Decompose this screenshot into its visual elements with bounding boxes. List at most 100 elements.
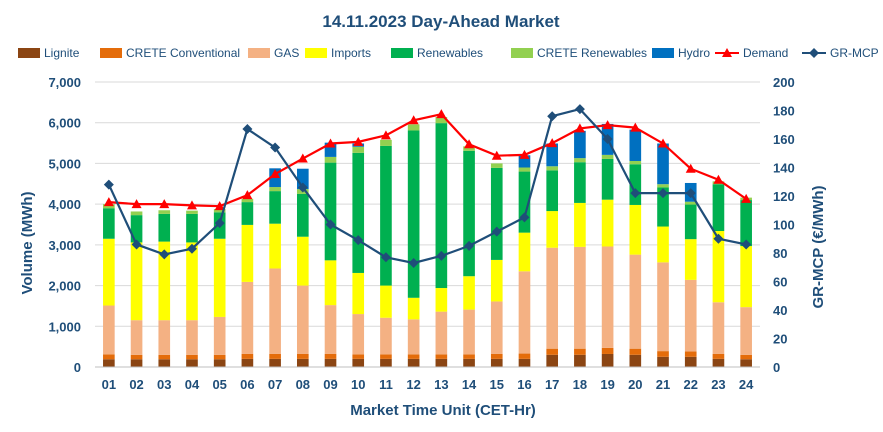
bar-crete-renewables [130,211,143,216]
bar-imports [574,202,586,247]
bar-imports [186,242,198,321]
bar-renewables [296,193,309,237]
chart-title: 14.11.2023 Day-Ahead Market [322,12,560,31]
demand-point [658,138,669,148]
bar-renewables [518,171,531,233]
y2-tick-label: 20 [773,332,787,347]
bar-crete-conventional [601,347,614,354]
bar-crete-conventional [518,353,531,359]
bar-renewables [435,123,448,289]
bar-imports [324,260,337,306]
demand-point [547,138,558,148]
legend-label-gas: GAS [274,46,299,60]
legend-swatch-lignite [18,48,40,58]
demand-point [159,199,170,209]
y-tick-label: 1,000 [48,319,81,334]
gr-mcp-point [186,243,197,254]
bar-lignite [712,358,725,367]
x-tick-label: 05 [212,377,226,392]
y-tick-label: 6,000 [48,116,81,131]
bar-gas [213,316,226,355]
x-tick-label: 24 [739,377,754,392]
bar-lignite [296,358,309,367]
bar-crete-conventional [657,351,669,357]
bar-crete-renewables [352,146,365,153]
legend-swatch-crete-renewables [511,48,533,58]
bar-hydro [296,168,309,190]
bar-hydro [546,143,559,167]
bar-renewables [380,145,392,286]
y-tick-label: 2,000 [48,279,81,294]
bar-lignite [546,354,559,367]
x-tick-label: 03 [157,377,171,392]
legend-label-renewables: Renewables [417,46,483,60]
x-tick-label: 04 [185,377,200,392]
bar-hydro [574,130,586,159]
bar-lignite [435,358,448,367]
bar-renewables [657,187,669,227]
legend-label-crete-renewables: CRETE Renewables [537,46,647,60]
bar-renewables [740,200,752,247]
bar-crete-renewables [269,187,281,192]
bar-renewables [407,130,420,298]
demand-point [214,201,225,211]
x-tick-label: 20 [628,377,642,392]
demand-point [519,149,530,159]
demand-point [713,174,724,184]
bar-lignite [269,358,281,367]
bar-gas [296,285,309,354]
gr-mcp-point [630,188,641,199]
x-tick-label: 22 [683,377,697,392]
x-tick-label: 19 [600,377,614,392]
bar-crete-conventional [490,353,503,359]
bar-hydro [657,143,669,185]
bar-crete-renewables [158,210,171,214]
bar-gas [574,246,586,349]
gr-mcp-point [242,124,253,135]
bar-gas [103,305,115,355]
x-tick-label: 01 [102,377,116,392]
y2-tick-label: 140 [773,161,795,176]
bar-lignite [352,358,365,367]
gr-mcp-point [103,179,114,190]
demand-point [353,136,364,146]
bar-renewables [324,162,337,261]
y2-tick-label: 200 [773,75,795,90]
bar-gas [629,254,642,349]
bar-crete-renewables [601,154,614,159]
demand-point [491,150,502,160]
gr-mcp-point [519,212,530,223]
demand-point [325,138,336,148]
bar-crete-conventional [740,354,752,360]
demand-point [630,122,641,132]
y-tick-label: 0 [74,360,81,375]
legend-label-hydro: Hydro [678,46,710,60]
bar-renewables [130,215,143,243]
bar-renewables [269,191,281,224]
bar-imports [490,259,503,302]
bar-lignite [684,356,697,367]
demand-point [685,163,696,173]
bar-gas [435,311,448,355]
bar-lignite [103,359,115,367]
x-tick-label: 15 [490,377,504,392]
bar-lignite [407,358,420,367]
bar-crete-renewables [213,209,226,213]
bar-crete-conventional [574,348,586,355]
bar-crete-conventional [380,354,392,359]
bar-crete-renewables [380,139,392,146]
bar-lignite [601,353,614,367]
bar-imports [241,224,254,282]
demand-point [408,115,419,125]
bar-renewables [103,208,115,239]
bar-crete-renewables [629,160,642,165]
bar-imports [463,276,475,310]
bar-imports [684,239,697,280]
legend-label-imports: Imports [331,46,371,60]
bar-gas [463,309,475,355]
bar-lignite [657,356,669,367]
bar-renewables [352,152,365,273]
bar-crete-conventional [296,353,309,359]
bar-gas [324,305,337,354]
demand-point [242,190,253,200]
